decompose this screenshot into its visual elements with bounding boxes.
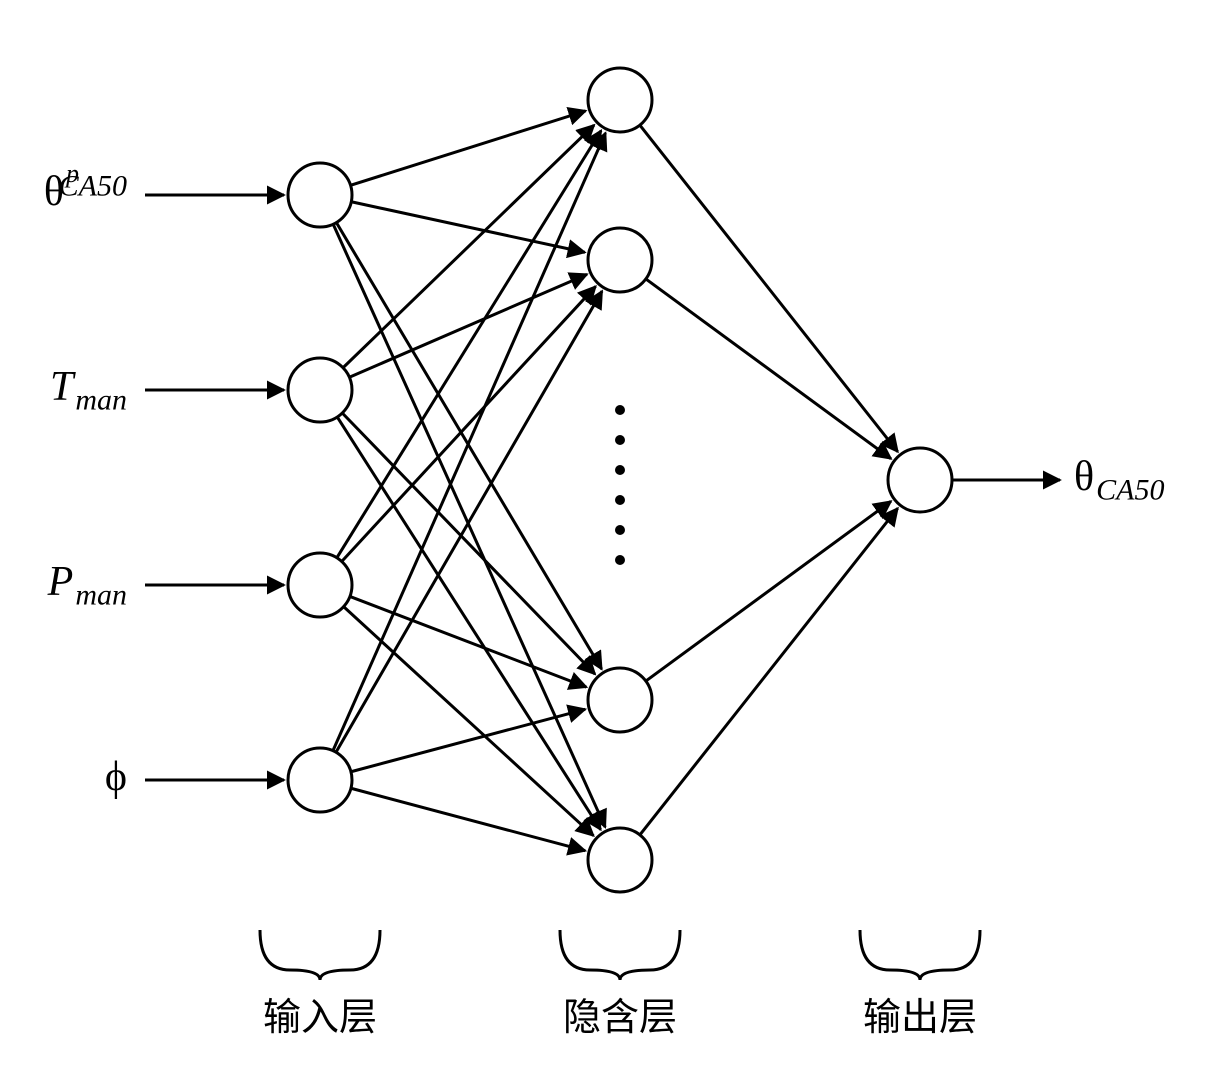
vdots-dot [615, 435, 625, 445]
vdots-dot [615, 405, 625, 415]
input-node-3 [288, 553, 352, 617]
input-node-1 [288, 163, 352, 227]
hidden-node-2 [588, 228, 652, 292]
vdots-dot [615, 555, 625, 565]
var-label: ϕ [105, 754, 127, 800]
hidden-node-4 [588, 828, 652, 892]
vdots-dot [615, 495, 625, 505]
input-layer-label: 输入层 [263, 997, 377, 1039]
var-label: θCA50 [1074, 454, 1164, 507]
network-diagram: θpCA50 Tman Pman ϕ θCA50 输入层 隐含层 输出层 [0, 0, 1214, 1070]
output-layer-label: 输出层 [863, 997, 977, 1039]
curly-brace [860, 930, 980, 980]
curly-brace [560, 930, 680, 980]
hidden-node-1 [588, 68, 652, 132]
output-node-1 [888, 448, 952, 512]
var-label: Tman [50, 364, 127, 417]
var-label: θpCA50 [44, 159, 127, 215]
curly-brace [260, 930, 380, 980]
hidden-layer-label: 隐含层 [563, 997, 677, 1039]
vdots-dot [615, 465, 625, 475]
input-node-4 [288, 748, 352, 812]
hidden-node-3 [588, 668, 652, 732]
var-label: Pman [47, 559, 127, 612]
input-node-2 [288, 358, 352, 422]
vdots-dot [615, 525, 625, 535]
